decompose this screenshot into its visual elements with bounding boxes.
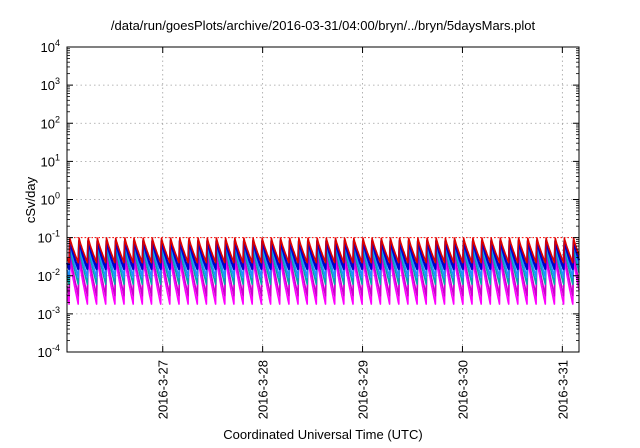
x-axis-label: Coordinated Universal Time (UTC)	[223, 427, 422, 442]
y-tick-label: 104	[41, 38, 60, 55]
series-line	[66, 237, 580, 264]
x-tick-labels: 2016-3-27 2016-3-28 2016-3-29 2016-3-30 2016…	[156, 360, 571, 419]
y-axis-label: cSv/day	[23, 176, 38, 223]
chart-title: /data/run/goesPlots/archive/2016-03-31/0…	[111, 18, 536, 33]
grid	[67, 47, 579, 352]
x-tick-label: 2016-3-31	[555, 360, 570, 419]
x-tick-label: 2016-3-30	[455, 360, 470, 419]
y-tick-label: 10-3	[38, 305, 60, 322]
y-tick-label: 101	[41, 152, 60, 169]
y-tick-labels: 10-4 10-3 10-2 10-1 100 101 102 103 104	[38, 38, 60, 360]
y-tick-label: 100	[41, 191, 60, 208]
tick-marks	[67, 46, 579, 353]
y-tick-label: 10-1	[38, 229, 60, 246]
y-tick-label: 10-2	[38, 267, 60, 284]
x-tick-label: 2016-3-27	[156, 360, 171, 419]
x-tick-label: 2016-3-28	[256, 360, 271, 419]
y-tick-label: 10-4	[38, 343, 60, 360]
y-tick-label: 103	[41, 76, 60, 93]
series-group	[65, 237, 581, 305]
x-tick-label: 2016-3-29	[356, 360, 371, 419]
y-tick-label: 102	[41, 114, 60, 131]
